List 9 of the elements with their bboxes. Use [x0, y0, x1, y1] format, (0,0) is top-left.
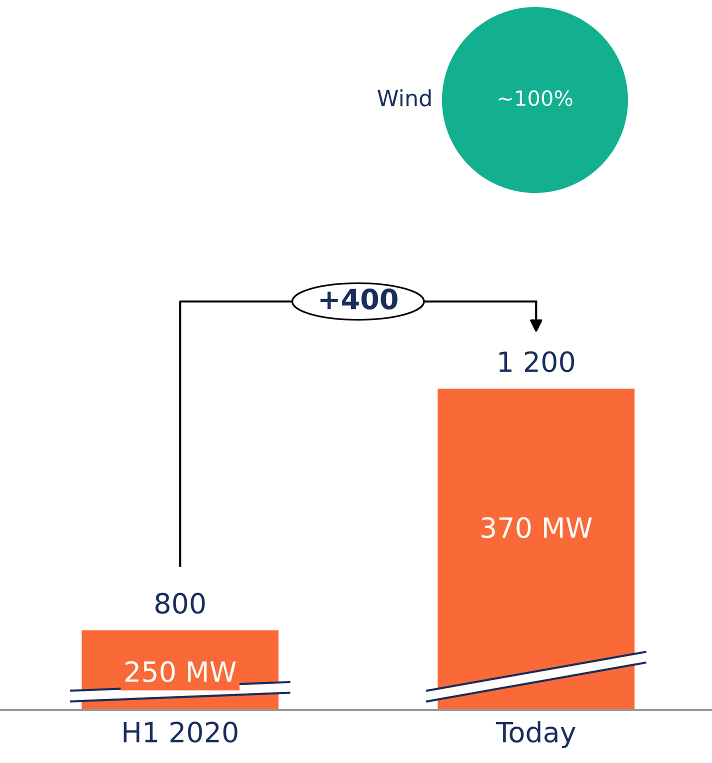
text: +400 — [320, 288, 398, 310]
annotation: 370 MW — [482, 517, 592, 538]
annotation: 250 MW — [126, 661, 236, 682]
x-tick-label: Today — [496, 721, 576, 748]
data-label: 1 200 — [499, 351, 574, 372]
data-label: 800 — [156, 592, 205, 614]
slice-label: Wind — [378, 89, 431, 106]
data-label: ~100% — [498, 90, 572, 106]
x-tick-label: H1 2020 — [124, 722, 238, 743]
